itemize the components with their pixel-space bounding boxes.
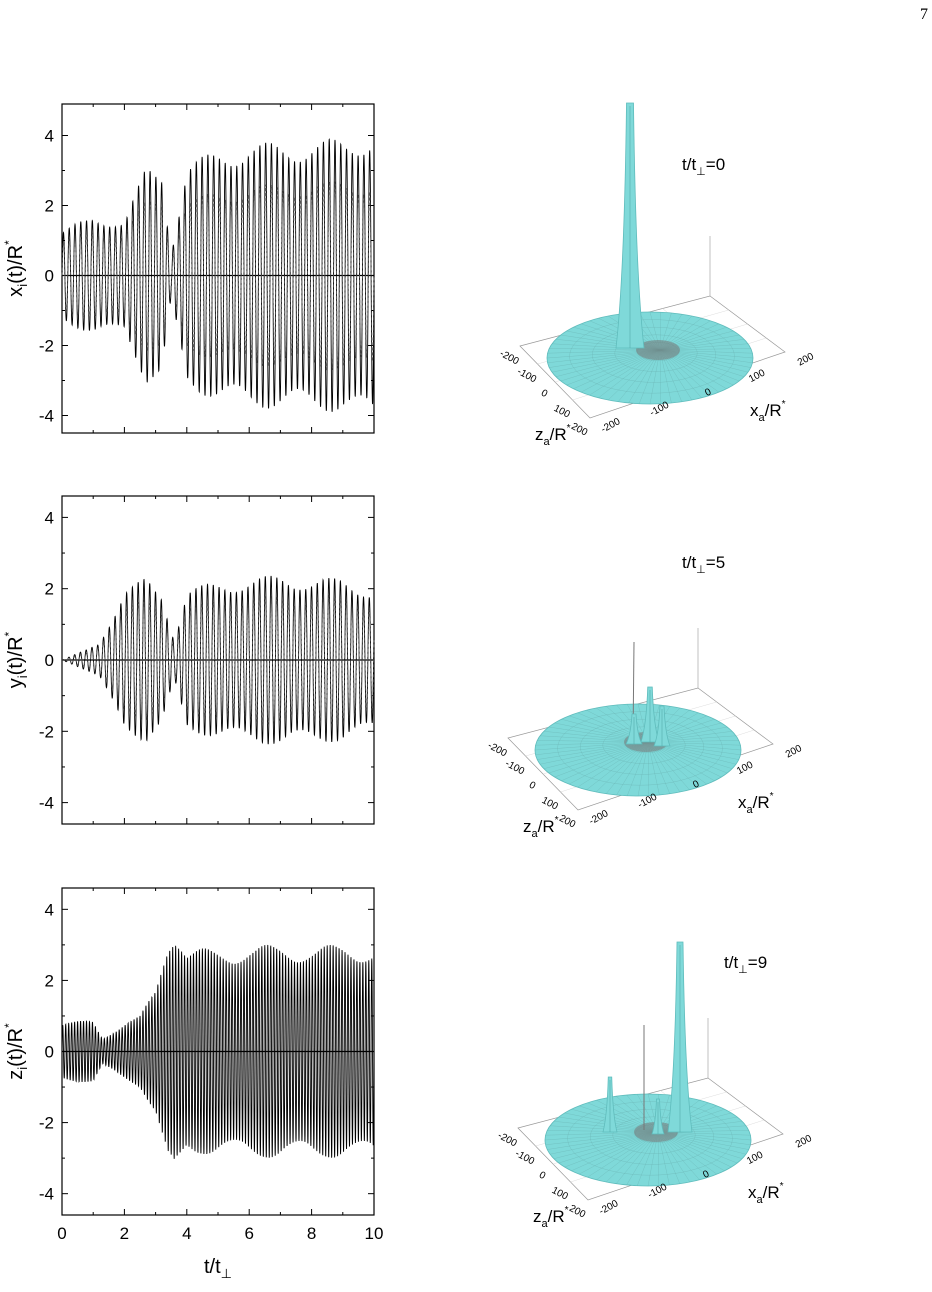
y-tick-label: 0: [45, 651, 54, 670]
z-tick-label: 0: [539, 388, 549, 401]
x-axis-label: t/t⊥: [204, 1256, 232, 1281]
y-tick-label: -4: [39, 407, 54, 426]
x-tick-label: 100: [747, 367, 767, 385]
mesh-ring: [612, 1116, 696, 1154]
x-tick-label: 200: [784, 743, 804, 761]
time-label: t/t⊥=5: [682, 553, 725, 576]
mesh-ring: [590, 1109, 714, 1165]
y-tick-label: 4: [45, 508, 54, 527]
y-tick-label: 2: [45, 580, 54, 599]
chart-y: 4 2 0 -2 -4 yi(t)/R*: [2, 495, 375, 825]
x-tick-label: 0: [703, 386, 713, 399]
z-axis-label: za/R*: [535, 423, 571, 448]
z-tick-label: 200: [569, 421, 589, 439]
y-tick-label: -4: [39, 794, 54, 813]
x-tick-label: 0: [691, 778, 701, 791]
x-tick-label: 10: [365, 1224, 384, 1243]
z-tick-label: -100: [503, 758, 526, 777]
x-tick-label: 200: [794, 1133, 814, 1151]
page-number: 7: [920, 6, 928, 23]
chart-z: 4 2 0 -2 -4 0 2 4 6 8 10 zi(t)/R* t/t⊥: [2, 887, 384, 1281]
z-tick-label: -100: [513, 1148, 536, 1167]
y-tick-label: 4: [45, 127, 54, 146]
x-tick-label: 4: [182, 1224, 191, 1243]
z-tick-label: 100: [552, 403, 572, 421]
series-dashed: [61, 594, 375, 725]
y-tick-label: 2: [45, 197, 54, 216]
mesh-ring: [592, 327, 716, 383]
x-tick-label: 100: [735, 759, 755, 777]
x-tick-label: -200: [587, 808, 610, 827]
mesh-ring: [614, 334, 698, 372]
x-tick-label: -200: [599, 416, 622, 435]
y-tick-label: 2: [45, 971, 54, 990]
z-tick-label: 100: [540, 795, 560, 813]
z-axis-label: za/R*: [523, 815, 559, 840]
z-tick-label: 0: [527, 780, 537, 793]
mesh-ring: [580, 719, 704, 775]
x-tick-label: 2: [120, 1224, 129, 1243]
series-dashed: [61, 180, 375, 371]
chart-x: 4 2 0 -2 -4 xi(t)/R*: [2, 103, 375, 434]
z-axis-label: za/R*: [533, 1205, 569, 1230]
y-tick-label: -4: [39, 1185, 54, 1204]
x-tick-label: 100: [745, 1149, 765, 1167]
series-solid: [61, 944, 375, 1159]
y-tick-label: -2: [39, 1114, 54, 1133]
x-axis-label: xa/R*: [748, 1181, 784, 1206]
z-tick-label: -100: [515, 366, 538, 385]
x-tick-label: -200: [597, 1198, 620, 1217]
y-tick-label: 4: [45, 900, 54, 919]
x-tick-label: 0: [57, 1224, 66, 1243]
z-tick-label: 200: [557, 813, 577, 831]
x-tick-label: 8: [307, 1224, 316, 1243]
y-axis-label: yi(t)/R*: [2, 631, 30, 688]
mesh-ring: [602, 726, 686, 764]
z-tick-label: -200: [496, 1130, 519, 1149]
time-label: t/t⊥=0: [682, 155, 725, 178]
x-tick-label: 200: [796, 351, 816, 369]
z-tick-label: 0: [537, 1170, 547, 1183]
mesh-hub: [636, 340, 680, 360]
x-axis-label: xa/R*: [738, 791, 774, 816]
x-tick-label: 0: [701, 1168, 711, 1181]
z-tick-label: 100: [550, 1185, 570, 1203]
y-axis-label: zi(t)/R*: [2, 1023, 30, 1080]
y-tick-label: 0: [45, 267, 54, 286]
x-axis-label: xa/R*: [750, 399, 786, 424]
mesh-ring: [557, 711, 723, 786]
mesh-ring: [569, 319, 735, 394]
y-axis-label: xi(t)/R*: [2, 240, 30, 297]
mesh-ring: [567, 1101, 733, 1176]
z-tick-label: -200: [486, 740, 509, 759]
y-tick-label: -2: [39, 337, 54, 356]
z-tick-label: -200: [498, 348, 521, 367]
y-tick-label: -2: [39, 722, 54, 741]
time-label: t/t⊥=9: [724, 953, 767, 976]
z-tick-label: 200: [567, 1203, 587, 1221]
x-tick-label: 6: [244, 1224, 253, 1243]
y-tick-label: 0: [45, 1043, 54, 1062]
